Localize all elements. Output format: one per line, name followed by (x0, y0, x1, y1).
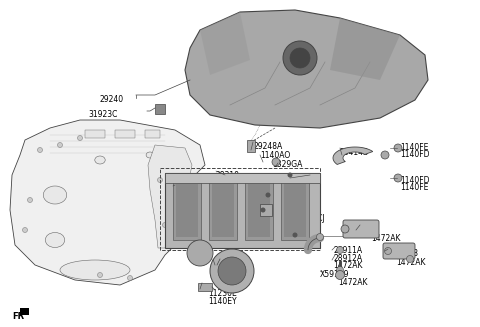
Ellipse shape (43, 186, 67, 204)
Text: 28313D: 28313D (204, 221, 234, 230)
Circle shape (128, 276, 132, 281)
Bar (284, 184, 306, 237)
Text: 28414B: 28414B (340, 148, 369, 157)
Text: 28302C: 28302C (177, 237, 206, 246)
Bar (281, 181, 309, 240)
Circle shape (292, 232, 298, 237)
Bar (245, 181, 273, 240)
Text: 1140FD: 1140FD (400, 176, 430, 185)
Circle shape (77, 135, 83, 141)
Text: 11230E: 11230E (208, 289, 237, 298)
Circle shape (27, 198, 33, 202)
Circle shape (336, 247, 344, 253)
Text: 1140EY: 1140EY (208, 297, 237, 306)
Circle shape (384, 248, 392, 254)
Text: X59109: X59109 (320, 270, 349, 279)
Circle shape (187, 240, 213, 266)
Circle shape (58, 143, 62, 147)
Circle shape (394, 174, 402, 182)
Circle shape (283, 41, 317, 75)
Bar (176, 184, 198, 237)
Circle shape (394, 144, 402, 152)
Text: 1140DJ: 1140DJ (290, 174, 317, 183)
Bar (260, 204, 272, 216)
Text: 28310: 28310 (216, 171, 240, 180)
FancyBboxPatch shape (343, 220, 379, 238)
Circle shape (261, 208, 265, 213)
Bar (165, 173, 320, 183)
Bar (145, 130, 160, 138)
Circle shape (168, 198, 172, 202)
Circle shape (336, 270, 345, 280)
Ellipse shape (45, 232, 65, 248)
Text: 1140FE: 1140FE (400, 183, 428, 192)
Text: 1140FD: 1140FD (400, 150, 430, 159)
Text: 28912A: 28912A (333, 254, 362, 263)
Text: 29248A: 29248A (253, 142, 282, 151)
Circle shape (97, 272, 103, 278)
Text: 1140DJ: 1140DJ (290, 236, 317, 245)
Text: 28910: 28910 (356, 226, 380, 235)
Circle shape (272, 158, 280, 166)
Bar (160, 168, 320, 250)
Text: 29240: 29240 (100, 95, 124, 104)
Bar (248, 184, 270, 237)
Text: 1140CJ: 1140CJ (298, 214, 325, 223)
Text: 1329GA: 1329GA (272, 160, 302, 169)
Text: 1472AK: 1472AK (333, 261, 362, 270)
Text: 39300A: 39300A (263, 208, 293, 217)
Bar (198, 283, 212, 291)
Text: 1472AK: 1472AK (338, 278, 368, 287)
Text: 31923C: 31923C (88, 110, 118, 119)
Circle shape (381, 151, 389, 159)
Circle shape (265, 193, 271, 198)
Bar (173, 181, 201, 240)
Bar (209, 181, 237, 240)
Bar (20, 308, 29, 315)
Bar (115, 130, 135, 138)
Polygon shape (200, 12, 250, 75)
Circle shape (163, 222, 168, 228)
Ellipse shape (95, 156, 105, 164)
Circle shape (336, 267, 344, 273)
Text: 35100: 35100 (213, 258, 237, 267)
Bar (85, 130, 105, 138)
Circle shape (290, 48, 310, 68)
Circle shape (218, 257, 246, 285)
Circle shape (157, 178, 163, 182)
Bar (212, 184, 234, 237)
Bar (155, 104, 165, 114)
Text: 28303C: 28303C (272, 196, 301, 205)
Ellipse shape (60, 260, 130, 280)
Text: 28911A: 28911A (333, 246, 362, 255)
Circle shape (23, 228, 27, 232)
Polygon shape (333, 147, 373, 164)
FancyBboxPatch shape (383, 243, 415, 259)
Text: 28313C: 28313C (175, 185, 204, 194)
Circle shape (37, 147, 43, 152)
Circle shape (407, 255, 413, 263)
Ellipse shape (146, 152, 154, 158)
Text: 1140AO: 1140AO (260, 151, 290, 160)
Circle shape (341, 225, 349, 233)
Circle shape (210, 249, 254, 293)
Text: 28912B: 28912B (390, 249, 419, 258)
Polygon shape (330, 18, 400, 80)
Polygon shape (185, 10, 428, 128)
Text: 1140FE: 1140FE (400, 143, 428, 152)
Text: FR: FR (12, 312, 24, 321)
Polygon shape (10, 120, 205, 285)
Bar (165, 173, 320, 248)
Bar (247, 140, 255, 152)
Circle shape (288, 173, 292, 178)
Text: 1472AK: 1472AK (396, 258, 425, 267)
Circle shape (316, 233, 324, 240)
Polygon shape (148, 145, 192, 248)
Text: 1472AK: 1472AK (371, 234, 400, 243)
